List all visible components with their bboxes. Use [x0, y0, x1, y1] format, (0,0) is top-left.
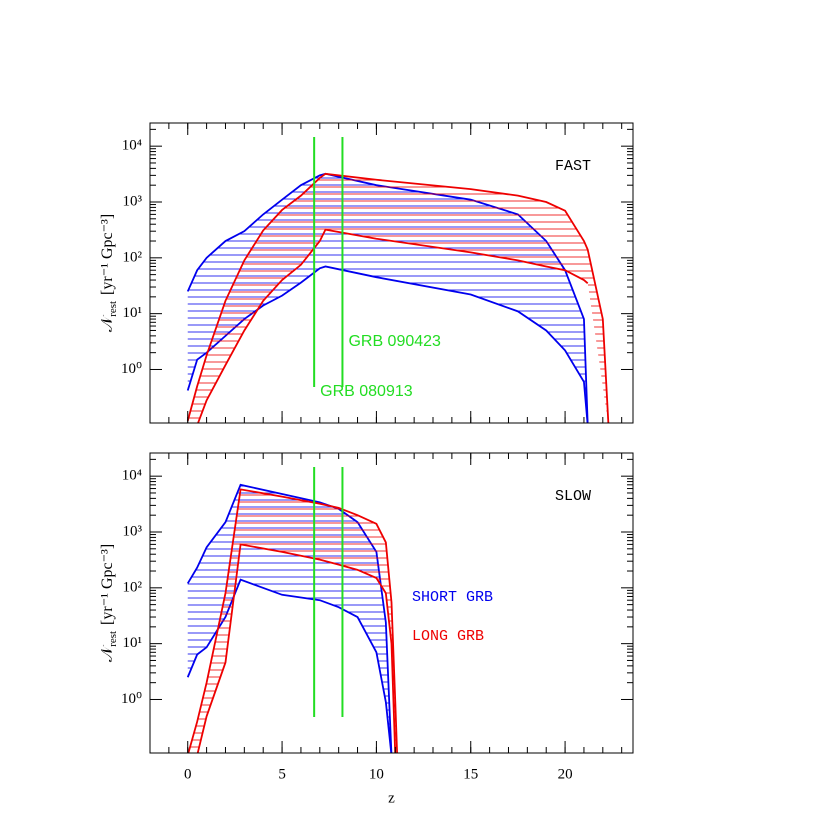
axes-frame	[149, 452, 634, 754]
marker-label: GRB 080913	[320, 383, 413, 400]
x-tick-label: 10	[369, 766, 384, 782]
curve-upper	[187, 488, 398, 753]
y-axis-label: 𝒩rest [yr⁻¹ Gpc⁻³]	[99, 214, 119, 332]
y-axis-label-part: 𝒩	[99, 644, 116, 662]
panel-annotation: SLOW	[555, 488, 591, 505]
x-tick-label: 5	[278, 766, 286, 782]
y-axis-label-part: [yr⁻¹ Gpc⁻³]	[99, 544, 116, 625]
y-axis-label: 𝒩rest [yr⁻¹ Gpc⁻³]	[99, 544, 119, 662]
curve-lower	[186, 578, 393, 753]
panel-annotation: FAST	[555, 158, 591, 175]
y-tick-label: 10³	[123, 523, 143, 539]
y-tick-label: 10⁰	[121, 691, 142, 707]
y-axis-label-part: 𝒩	[99, 314, 116, 332]
y-axis-label-part: rest	[107, 631, 119, 647]
curve-lower	[197, 228, 589, 423]
y-axis-label-part: [yr⁻¹ Gpc⁻³]	[99, 214, 116, 295]
legend-entry: SHORT GRB	[412, 589, 493, 606]
y-tick-label: 10²	[123, 249, 143, 265]
x-tick-label: 15	[463, 766, 478, 782]
axes-frame	[149, 122, 634, 424]
y-tick-label: 10³	[123, 193, 143, 209]
y-tick-label: 10¹	[123, 635, 143, 651]
hatch-band	[188, 489, 398, 753]
curve-upper	[186, 172, 610, 423]
curve-lower	[196, 543, 397, 753]
plot-area	[186, 483, 398, 753]
x-axis-label: z	[388, 790, 395, 806]
legend-entry: LONG GRB	[412, 628, 484, 645]
y-axis-label-part: rest	[107, 301, 119, 317]
y-tick-label: 10²	[123, 579, 143, 595]
marker-label: GRB 090423	[348, 333, 441, 350]
hatch-band	[187, 173, 609, 423]
y-tick-label: 10¹	[123, 305, 143, 321]
x-tick-label: 0	[184, 766, 192, 782]
x-tick-label: 20	[558, 766, 573, 782]
y-tick-label: 10⁰	[121, 361, 142, 377]
y-tick-label: 10⁴	[122, 468, 142, 484]
y-tick-label: 10⁴	[122, 138, 142, 154]
plot-area	[186, 172, 610, 423]
